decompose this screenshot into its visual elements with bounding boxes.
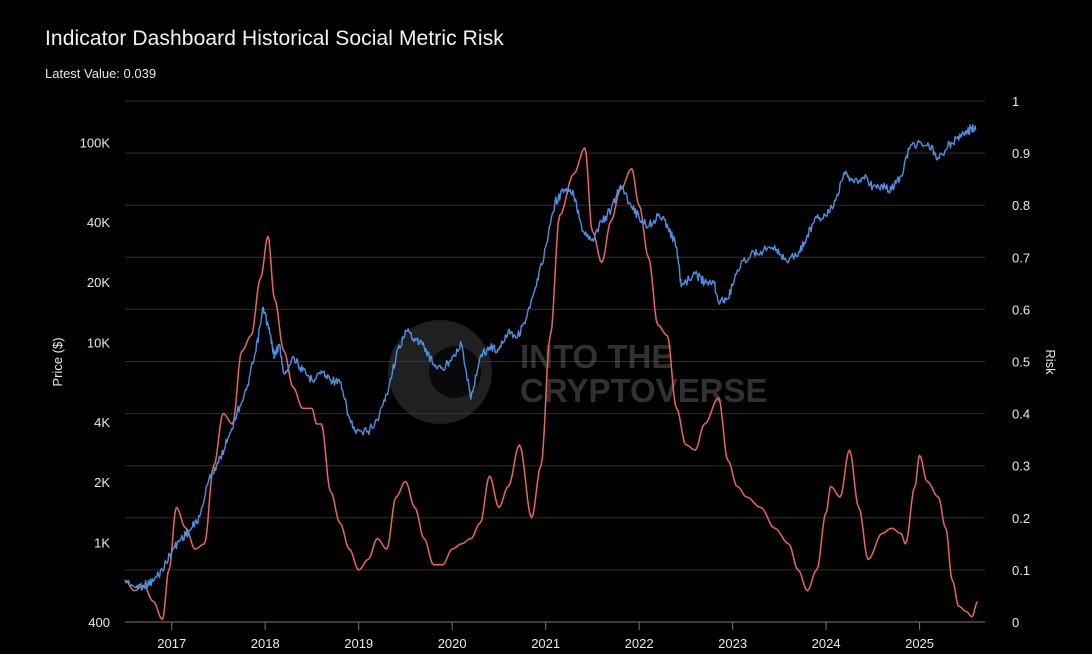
left-axis-label: Price ($) — [50, 337, 65, 386]
left-axis-ticks: 400 1K 2K 4K 10K 20K 40K 100K — [80, 135, 111, 630]
right-tick-label: 0.1 — [1012, 563, 1030, 578]
right-tick-label: 0.7 — [1012, 250, 1030, 265]
right-tick-label: 1 — [1012, 94, 1019, 109]
risk-series-line — [124, 147, 979, 621]
x-tick-label: 2017 — [157, 636, 186, 651]
left-tick-label: 20K — [87, 275, 110, 290]
watermark-line1: INTO THE — [520, 338, 673, 375]
x-tick-label: 2022 — [625, 636, 654, 651]
x-tick-label: 2019 — [344, 636, 373, 651]
left-tick-label: 1K — [94, 535, 110, 550]
left-tick-label: 400 — [88, 615, 110, 630]
right-axis-label: Risk — [1043, 349, 1058, 375]
left-tick-label: 10K — [87, 335, 110, 350]
right-tick-label: 0.2 — [1012, 511, 1030, 526]
watermark-line2: CRYPTOVERSE — [520, 372, 768, 409]
latest-value-label: Latest Value: — [45, 66, 120, 81]
left-tick-label: 100K — [80, 135, 111, 150]
series-lines — [124, 124, 979, 621]
watermark: INTO THE CRYPTOVERSE — [388, 320, 768, 424]
x-tick-label: 2021 — [531, 636, 560, 651]
right-axis-ticks: 0 0.1 0.2 0.3 0.4 0.5 0.6 0.7 0.8 0.9 1 — [1012, 94, 1030, 630]
left-tick-label: 4K — [94, 415, 110, 430]
chart-title: Indicator Dashboard Historical Social Me… — [45, 27, 504, 50]
right-tick-label: 0.4 — [1012, 407, 1030, 422]
latest-value-number: 0.039 — [123, 66, 157, 81]
x-axis-ticks: 2017 2018 2019 2020 2021 2022 2023 2024 2025 — [125, 621, 985, 651]
right-tick-label: 0.8 — [1012, 198, 1030, 213]
x-tick-label: 2018 — [251, 636, 280, 651]
price-series-line — [124, 124, 977, 591]
right-tick-label: 0.3 — [1012, 459, 1030, 474]
right-tick-label: 0.5 — [1012, 355, 1030, 370]
x-tick-label: 2020 — [438, 636, 467, 651]
left-tick-label: 40K — [87, 215, 110, 230]
left-tick-label: 2K — [94, 475, 110, 490]
watermark-logo-hole-icon — [429, 346, 481, 398]
latest-value-readout: Latest Value: 0.039 — [45, 66, 156, 81]
right-tick-label: 0 — [1012, 615, 1019, 630]
right-tick-label: 0.9 — [1012, 146, 1030, 161]
x-tick-label: 2023 — [718, 636, 747, 651]
x-tick-label: 2024 — [812, 636, 841, 651]
right-tick-label: 0.6 — [1012, 302, 1030, 317]
x-tick-label: 2025 — [905, 636, 934, 651]
